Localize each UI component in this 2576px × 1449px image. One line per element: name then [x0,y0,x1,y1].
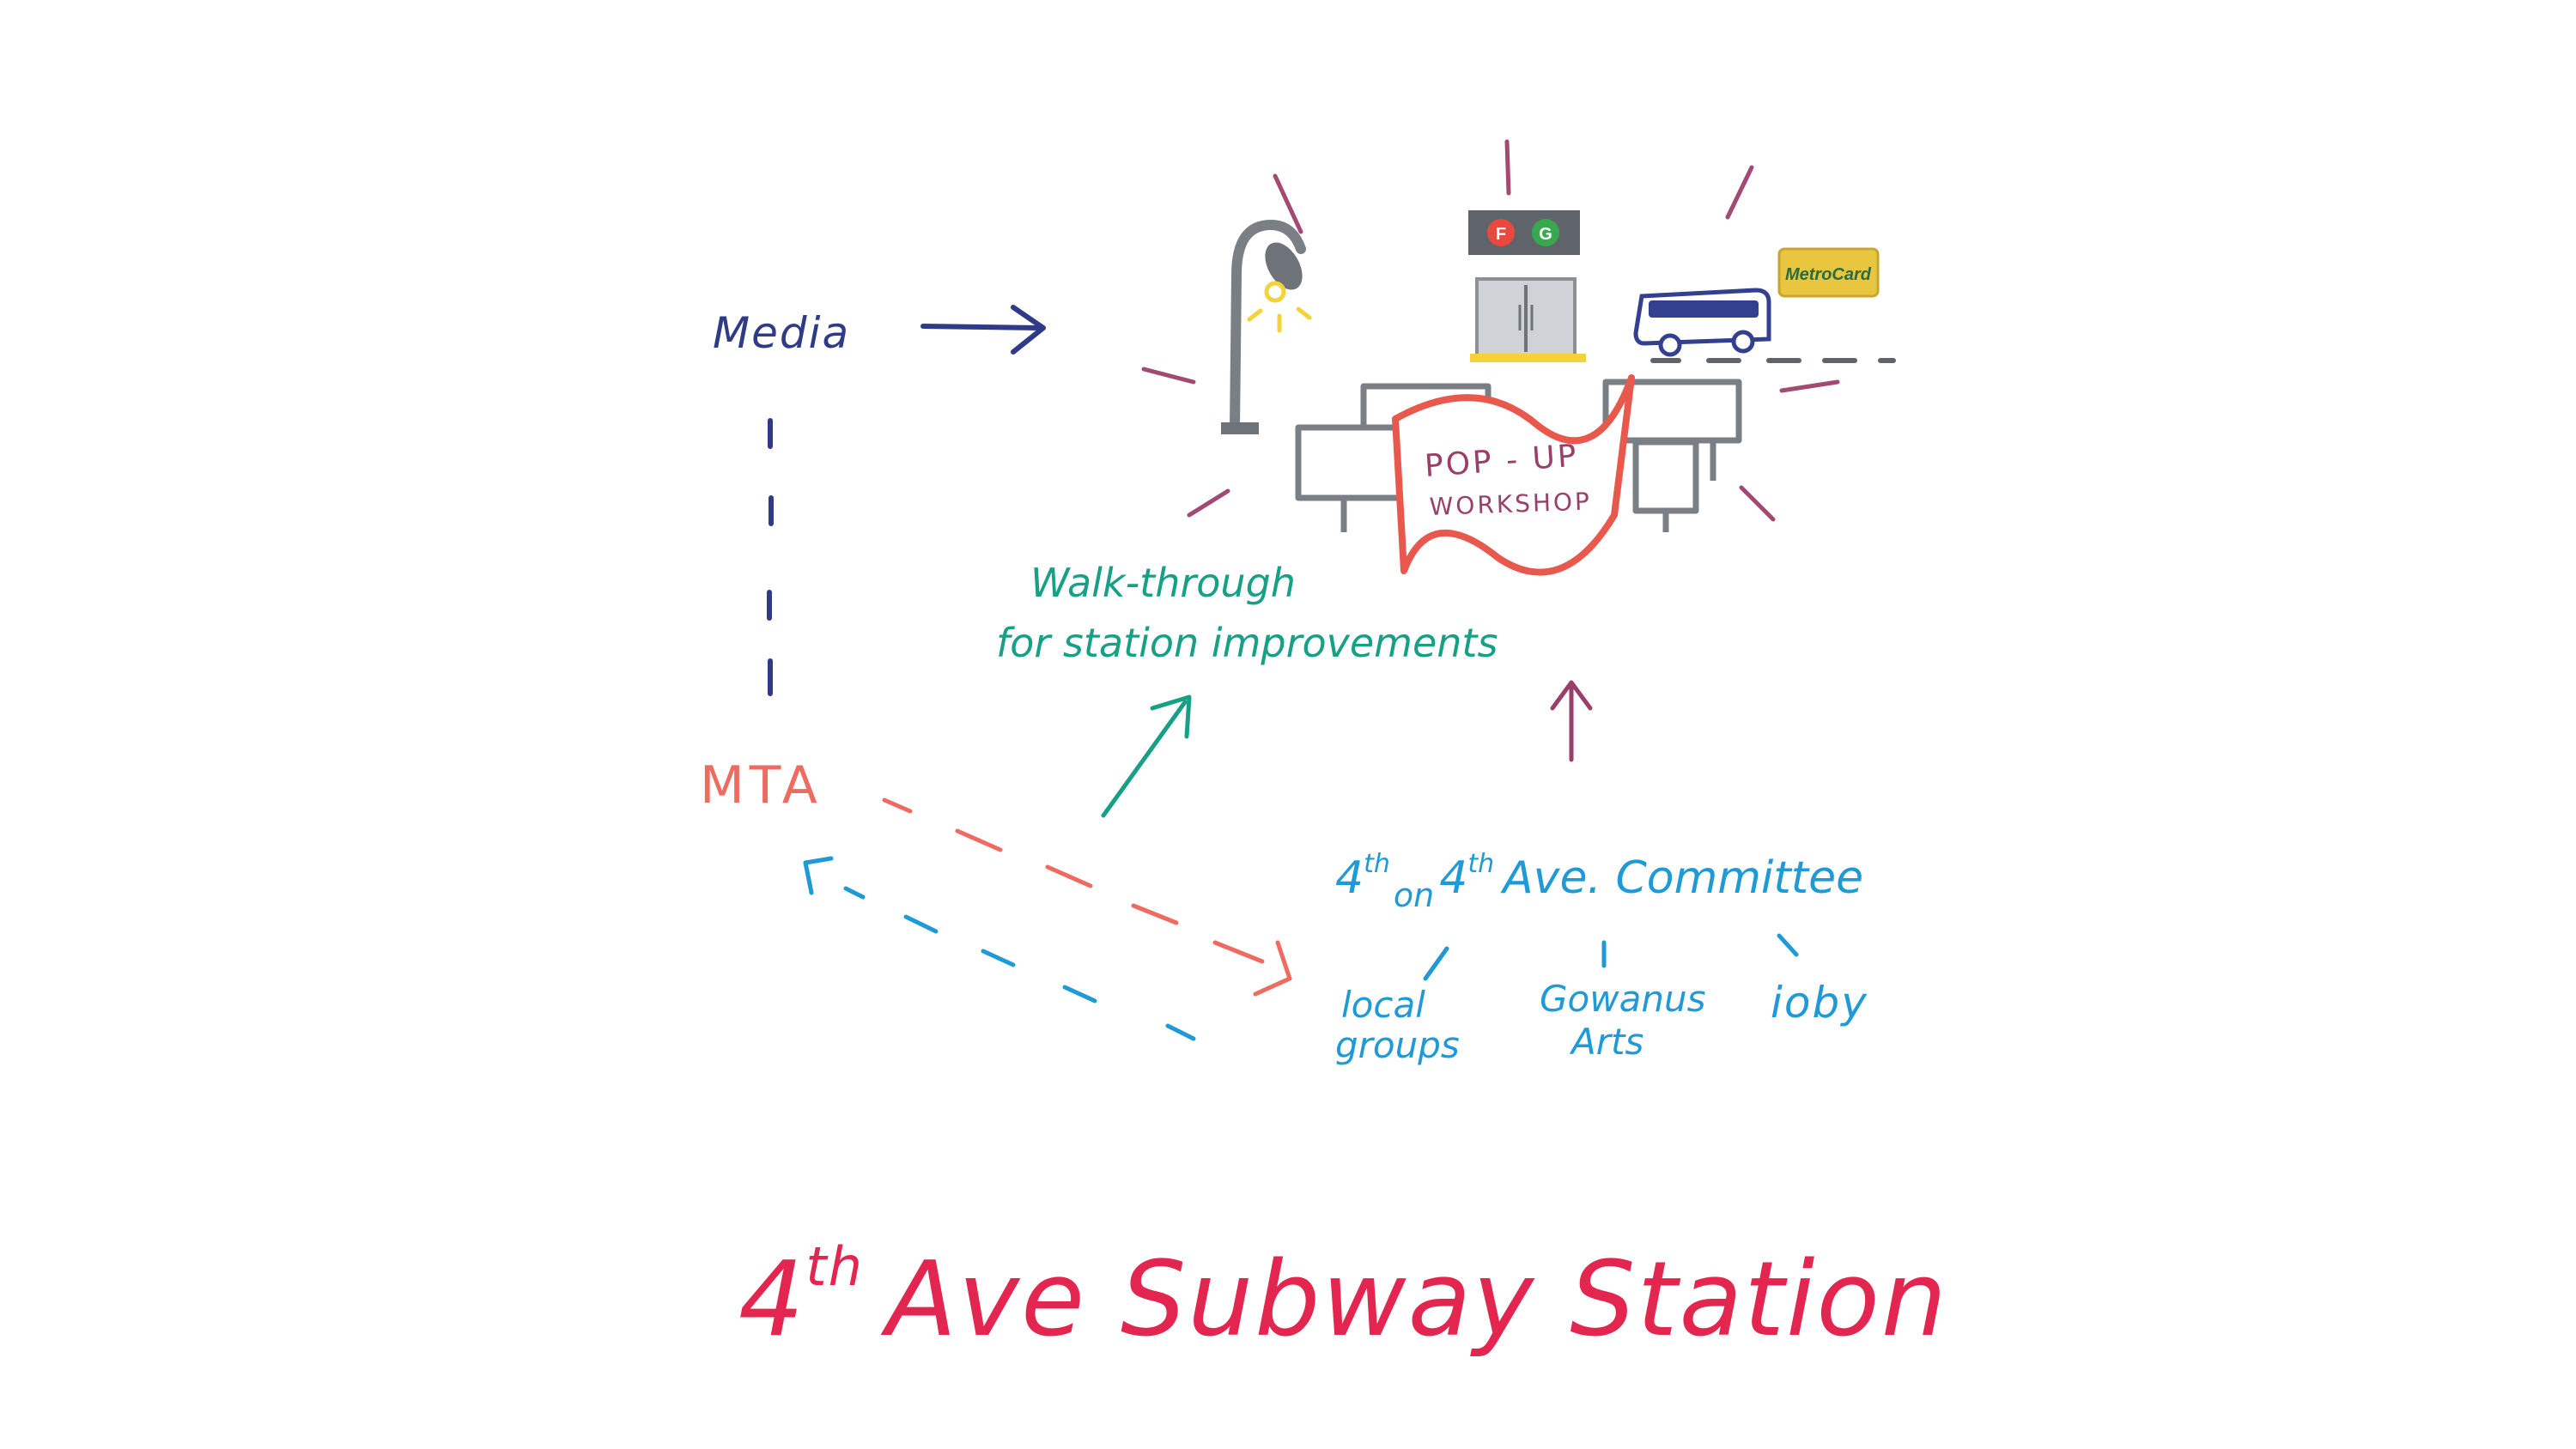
committee-suffix-1: th [1364,849,1390,879]
subway-entrance-icon: F G [1468,210,1586,362]
walk-through-node: Walk-through for station improvements [996,560,1498,666]
media-mta-dashed-link [767,418,774,696]
local-groups-line1: local [1341,984,1425,1026]
station-scene: F G MetroCard [1141,139,1896,576]
media-node: Media [713,308,850,358]
committee-member-links [1423,933,1799,981]
mta-label: MTA [700,755,823,815]
committee-suffix-2: th [1467,849,1494,879]
committee-on: on [1394,876,1434,914]
workshop-arrow-from-committee [1550,680,1593,762]
mta-to-walk-through-arrow [1101,694,1192,818]
bus-icon [1633,288,1896,363]
metrocard-icon: MetroCard [1777,247,1880,298]
member-ioby: ioby [1771,978,1868,1028]
street-lamp-icon [1221,219,1312,434]
member-local-groups: local groups [1335,984,1460,1066]
committee-rest: Ave. Committee [1500,852,1863,904]
member-gowanus-arts: Gowanus Arts [1540,978,1705,1063]
mta-to-committee-arrow [882,797,1292,997]
popup-workshop-line2: WORKSHOP [1429,487,1592,521]
ioby-label: ioby [1771,978,1868,1028]
train-f-label: F [1496,225,1506,244]
page-title: 4th Ave Subway Station [738,1235,1948,1360]
committee-to-mta-arrow [803,856,1196,1041]
local-groups-line2: groups [1335,1024,1460,1066]
metrocard-label: MetroCard [1785,265,1872,284]
title-ordinal-suffix: th [805,1235,864,1298]
committee-label: 4thon 4th Ave. Committee [1335,849,1863,914]
committee-number-2: 4 [1439,852,1467,904]
banner-icon: POP - UP WORKSHOP [1392,374,1635,576]
media-label: Media [713,308,850,358]
title-text: 4th Ave Subway Station [738,1235,1948,1360]
media-to-workshop-arrow [920,305,1046,355]
walk-through-label-line2: for station improvements [996,620,1498,666]
burst-lines [1141,139,1840,522]
mta-node: MTA [700,755,823,815]
title-rest: Ave Subway Station [880,1240,1948,1360]
gowanus-line1: Gowanus [1540,978,1705,1020]
gowanus-line2: Arts [1569,1021,1643,1063]
walk-through-label-line1: Walk-through [1030,560,1296,606]
train-g-label: G [1539,225,1552,244]
title-ordinal-number: 4 [738,1240,805,1360]
committee-number-1: 4 [1335,852,1364,904]
committee-node: 4thon 4th Ave. Committee [1335,849,1863,914]
